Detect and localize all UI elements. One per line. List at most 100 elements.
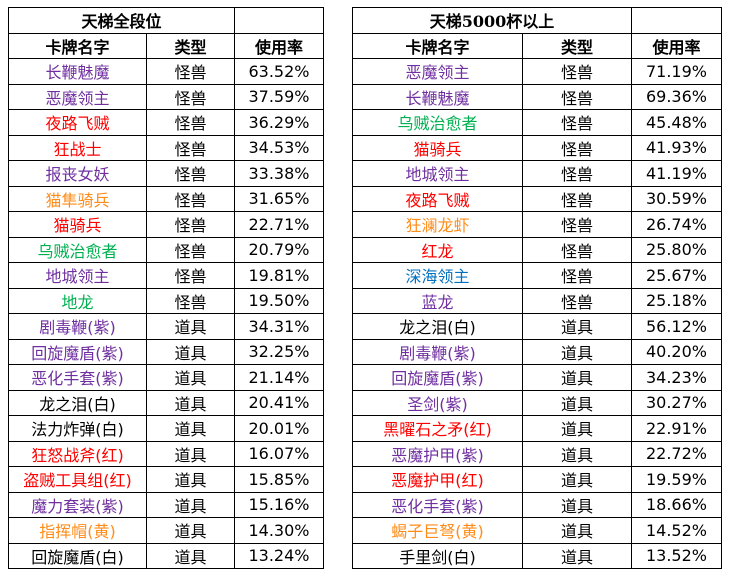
card-type: 道具 [146, 338, 235, 365]
table-row: 狂澜龙虾 怪兽 26.74% [352, 211, 722, 238]
card-name: 深海领主 [352, 262, 523, 289]
card-name: 回旋魔盾(紫) [8, 338, 147, 365]
title-row: 天梯5000杯以上 [352, 7, 722, 34]
card-name: 地城领主 [352, 160, 523, 187]
usage-rate: 13.24% [234, 542, 324, 569]
usage-rate: 21.14% [234, 364, 324, 391]
title-row: 天梯全段位 [8, 7, 324, 34]
header-row: 卡牌名字 类型 使用率 [8, 32, 324, 59]
card-type: 道具 [146, 440, 235, 467]
card-type: 怪兽 [522, 262, 632, 289]
card-type: 怪兽 [522, 83, 632, 110]
card-type: 怪兽 [522, 236, 632, 263]
usage-rate: 32.25% [234, 338, 324, 365]
usage-rate: 19.59% [631, 466, 722, 493]
usage-rate: 69.36% [631, 83, 722, 110]
table-row: 回旋魔盾(紫) 道具 32.25% [8, 338, 324, 365]
usage-rate: 19.81% [234, 262, 324, 289]
card-name: 夜路飞贼 [352, 185, 523, 212]
card-name: 狂澜龙虾 [352, 211, 523, 238]
card-name: 夜路飞贼 [8, 109, 147, 136]
usage-rate: 45.48% [631, 109, 722, 136]
table-row: 长鞭魅魔 怪兽 69.36% [352, 83, 722, 110]
card-name: 乌贼治愈者 [8, 236, 147, 263]
card-type: 道具 [522, 440, 632, 467]
table-row: 圣剑(紫) 道具 30.27% [352, 389, 722, 416]
usage-rate: 13.52% [631, 542, 722, 569]
header-card-name: 卡牌名字 [8, 32, 147, 59]
usage-rate: 34.23% [631, 364, 722, 391]
card-type: 道具 [146, 389, 235, 416]
usage-rate: 31.65% [234, 185, 324, 212]
usage-rate: 33.38% [234, 160, 324, 187]
empty-cell [631, 7, 722, 34]
card-type: 道具 [522, 542, 632, 569]
header-card-name: 卡牌名字 [352, 32, 523, 59]
card-name: 地城领主 [8, 262, 147, 289]
card-type: 怪兽 [146, 185, 235, 212]
table-row: 龙之泪(白) 道具 20.41% [8, 389, 324, 416]
usage-rate: 36.29% [234, 109, 324, 136]
card-type: 道具 [146, 491, 235, 518]
card-type: 道具 [522, 338, 632, 365]
card-type: 怪兽 [146, 236, 235, 263]
table-row: 乌贼治愈者 怪兽 20.79% [8, 236, 324, 263]
card-name: 圣剑(紫) [352, 389, 523, 416]
usage-rate: 14.30% [234, 517, 324, 544]
card-name: 蓝龙 [352, 287, 523, 314]
card-name: 报丧女妖 [8, 160, 147, 187]
card-type: 道具 [146, 517, 235, 544]
table-row: 夜路飞贼 怪兽 30.59% [352, 185, 722, 212]
usage-rate: 25.67% [631, 262, 722, 289]
table-row: 蓝龙 怪兽 25.18% [352, 287, 722, 314]
table-row: 龙之泪(白) 道具 56.12% [352, 313, 722, 340]
usage-rate: 16.07% [234, 440, 324, 467]
card-type: 怪兽 [522, 109, 632, 136]
table-row: 报丧女妖 怪兽 33.38% [8, 160, 324, 187]
card-name: 盗贼工具组(红) [8, 466, 147, 493]
table-row: 恶魔护甲(红) 道具 19.59% [352, 466, 722, 493]
card-type: 道具 [146, 313, 235, 340]
card-name: 剧毒鞭(紫) [8, 313, 147, 340]
header-row: 卡牌名字 类型 使用率 [352, 32, 722, 59]
card-name: 法力炸弹(白) [8, 415, 147, 442]
usage-rate: 14.52% [631, 517, 722, 544]
table-row: 法力炸弹(白) 道具 20.01% [8, 415, 324, 442]
card-name: 狂怒战斧(红) [8, 440, 147, 467]
empty-cell [234, 7, 324, 34]
table-row: 乌贼治愈者 怪兽 45.48% [352, 109, 722, 136]
card-name: 指挥帽(黄) [8, 517, 147, 544]
usage-rate: 20.79% [234, 236, 324, 263]
card-type: 道具 [522, 466, 632, 493]
table-row: 深海领主 怪兽 25.67% [352, 262, 722, 289]
usage-rate: 34.53% [234, 134, 324, 161]
header-usage-rate: 使用率 [631, 32, 722, 59]
card-type: 怪兽 [522, 160, 632, 187]
card-type: 道具 [522, 364, 632, 391]
card-type: 怪兽 [522, 211, 632, 238]
card-type: 道具 [146, 466, 235, 493]
card-name: 蝎子巨弩(黄) [352, 517, 523, 544]
card-name: 猫隼骑兵 [8, 185, 147, 212]
usage-rate: 25.18% [631, 287, 722, 314]
table-title: 天梯全段位 [8, 7, 235, 34]
card-type: 怪兽 [522, 185, 632, 212]
table-row: 夜路飞贼 怪兽 36.29% [8, 109, 324, 136]
card-name: 回旋魔盾(紫) [352, 364, 523, 391]
table-row: 恶化手套(紫) 道具 21.14% [8, 364, 324, 391]
card-name: 长鞭魅魔 [352, 83, 523, 110]
card-name: 猫骑兵 [352, 134, 523, 161]
card-type: 怪兽 [522, 134, 632, 161]
usage-rate: 20.41% [234, 389, 324, 416]
usage-rate: 30.59% [631, 185, 722, 212]
table-row: 地城领主 怪兽 41.19% [352, 160, 722, 187]
usage-rate: 15.16% [234, 491, 324, 518]
usage-rate: 22.71% [234, 211, 324, 238]
card-name: 剧毒鞭(紫) [352, 338, 523, 365]
card-type: 道具 [522, 491, 632, 518]
table-row: 恶化手套(紫) 道具 18.66% [352, 491, 722, 518]
card-name: 地龙 [8, 287, 147, 314]
card-type: 道具 [522, 389, 632, 416]
card-name: 黑曜石之矛(红) [352, 415, 523, 442]
table-row: 狂战士 怪兽 34.53% [8, 134, 324, 161]
